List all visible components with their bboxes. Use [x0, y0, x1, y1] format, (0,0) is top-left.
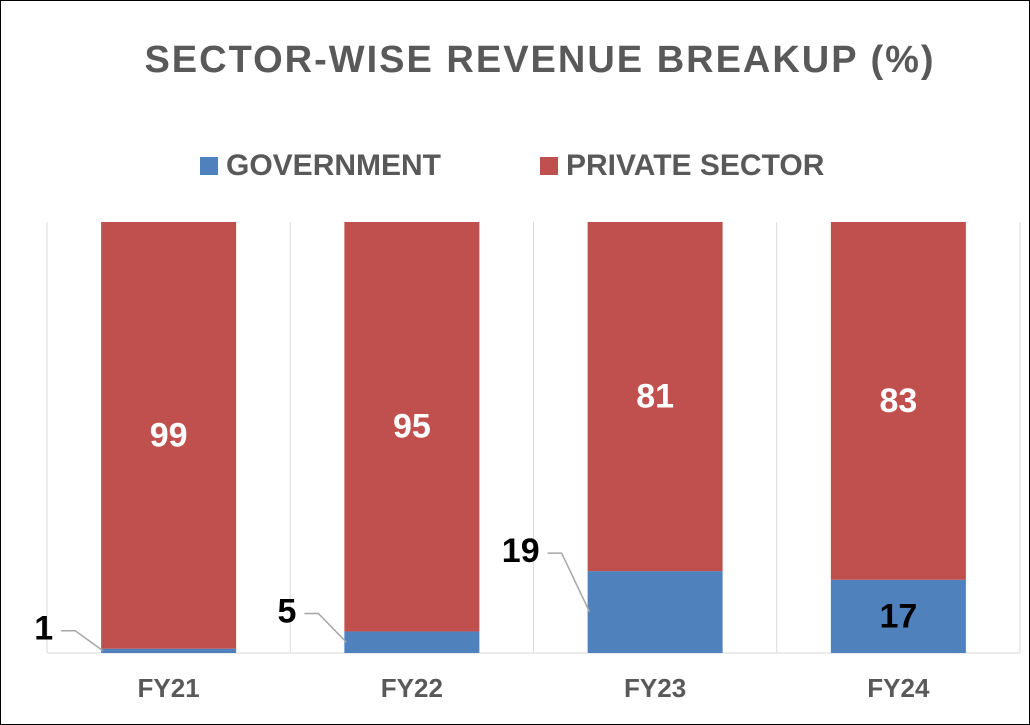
bar-segment [587, 222, 723, 572]
leader-line [547, 552, 591, 613]
data-label: 19 [502, 532, 540, 570]
x-tick-label: FY24 [867, 673, 930, 703]
data-label: 95 [393, 408, 431, 446]
leader-line [61, 629, 104, 652]
bar-segment [101, 648, 237, 653]
x-tick-label: FY22 [381, 673, 443, 703]
bar-segment [587, 571, 723, 653]
leader-line [304, 612, 347, 643]
legend-label: GOVERNMENT [226, 149, 441, 182]
chart-title: SECTOR-WISE REVENUE BREAKUP (%) [144, 39, 936, 81]
x-tick-label: FY23 [624, 673, 686, 703]
data-label: 5 [277, 592, 296, 630]
legend-swatch [200, 157, 218, 175]
data-label: 17 [879, 597, 917, 635]
bar-segment [344, 222, 480, 632]
data-label: 83 [879, 382, 917, 420]
bar-segment [830, 579, 966, 653]
data-label: 81 [636, 378, 674, 416]
legend-swatch [540, 157, 558, 175]
legend-label: PRIVATE SECTOR [566, 149, 825, 182]
data-label: 1 [34, 610, 53, 648]
x-tick-label: FY21 [138, 673, 200, 703]
bar-segment [830, 222, 966, 580]
bar-segment [344, 631, 480, 653]
bar-segment [101, 222, 237, 649]
data-label: 99 [150, 416, 188, 454]
